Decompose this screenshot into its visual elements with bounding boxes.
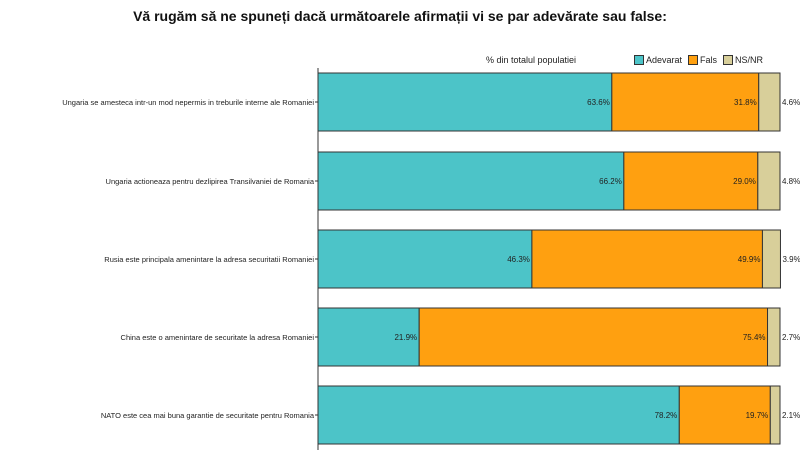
legend-label-nsnr: NS/NR bbox=[735, 55, 764, 65]
data-label: 2.1% bbox=[782, 411, 800, 420]
category-label: Rusia este principala amenintare la adre… bbox=[104, 255, 314, 264]
chart-title: Vă rugăm să ne spuneți dacă următoarele … bbox=[133, 8, 667, 24]
data-label: 66.2% bbox=[599, 177, 622, 186]
chart-subtitle: % din totalul populatiei bbox=[486, 55, 577, 65]
legend-item-fals: Fals bbox=[688, 55, 717, 65]
bar-nsnr bbox=[761, 229, 781, 289]
bar-nsnr bbox=[757, 151, 781, 211]
category-label: China este o amenintare de securitate la… bbox=[121, 333, 315, 342]
data-label: 46.3% bbox=[507, 255, 530, 264]
data-label: 49.9% bbox=[738, 255, 761, 264]
bar-adevarat bbox=[317, 385, 680, 445]
bar-nsnr bbox=[758, 72, 781, 132]
legend-swatch-fals bbox=[688, 55, 699, 65]
category-label: NATO este cea mai buna garantie de secur… bbox=[101, 411, 315, 420]
bar-adevarat bbox=[317, 151, 625, 211]
category-label: Ungaria actioneaza pentru dezlipirea Tra… bbox=[106, 177, 315, 186]
bar-fals bbox=[623, 151, 759, 211]
data-label: 63.6% bbox=[587, 98, 610, 107]
legend: Adevarat Fals NS/NR bbox=[634, 55, 763, 65]
data-label: 4.6% bbox=[782, 98, 800, 107]
bar-fals bbox=[678, 385, 771, 445]
bar-fals bbox=[418, 307, 769, 367]
bar-fals bbox=[531, 229, 763, 289]
data-label: 19.7% bbox=[746, 411, 769, 420]
category-label: Ungaria se amesteca intr-un mod nepermis… bbox=[62, 98, 314, 107]
data-label: 21.9% bbox=[394, 333, 417, 342]
bar-adevarat bbox=[317, 307, 420, 367]
data-label: 78.2% bbox=[655, 411, 678, 420]
bar-nsnr bbox=[767, 307, 781, 367]
legend-item-nsnr: NS/NR bbox=[723, 55, 763, 65]
data-label: 75.4% bbox=[743, 333, 766, 342]
data-label: 29.0% bbox=[733, 177, 756, 186]
bar-adevarat bbox=[317, 229, 533, 289]
bar-adevarat bbox=[317, 72, 613, 132]
legend-label-fals: Fals bbox=[700, 55, 718, 65]
data-label: 3.9% bbox=[782, 255, 800, 264]
legend-label-adevarat: Adevarat bbox=[646, 55, 683, 65]
data-label: 4.8% bbox=[782, 177, 800, 186]
data-label: 31.8% bbox=[734, 98, 757, 107]
bar-nsnr bbox=[769, 385, 781, 445]
data-label: 2.7% bbox=[782, 333, 800, 342]
legend-swatch-nsnr bbox=[723, 55, 734, 65]
legend-item-adevarat: Adevarat bbox=[634, 55, 682, 65]
legend-swatch-adevarat bbox=[634, 55, 644, 65]
